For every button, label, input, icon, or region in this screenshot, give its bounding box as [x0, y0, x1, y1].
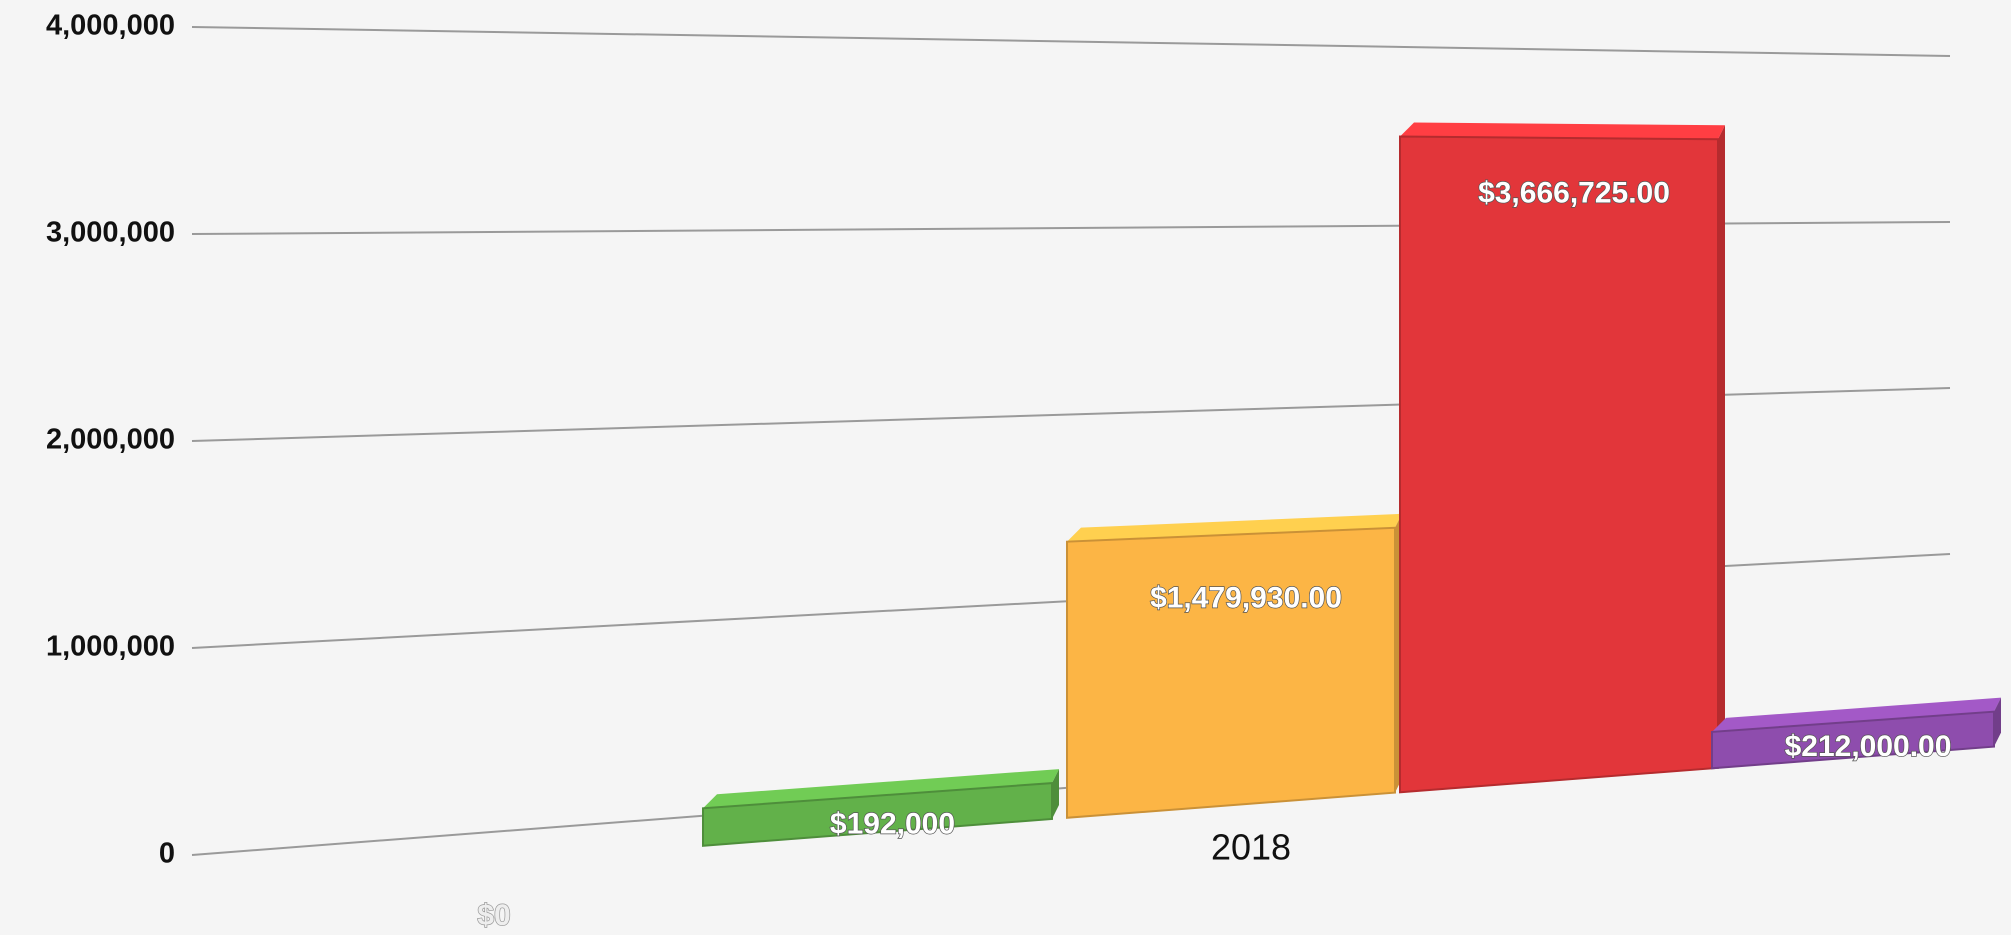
y-tick-label: 2,000,000 — [46, 424, 175, 456]
value-label: $1,479,930.00 — [1150, 582, 1342, 615]
bar-top — [1067, 513, 1402, 542]
value-label: $0 — [477, 899, 510, 932]
bar-side — [1052, 769, 1059, 819]
bar — [420, 856, 570, 868]
bar-side — [1718, 125, 1725, 768]
y-tick-label: 0 — [159, 838, 175, 870]
bar — [1399, 135, 1719, 794]
grid-line — [191, 26, 1951, 57]
value-label: $212,000.00 — [1785, 730, 1952, 763]
bar-side — [1994, 697, 2001, 747]
bar — [1066, 526, 1396, 819]
y-tick-label: 1,000,000 — [46, 631, 175, 663]
bar-top — [1400, 122, 1725, 140]
y-tick-label: 4,000,000 — [46, 10, 175, 42]
value-label: $192,000 — [830, 808, 955, 841]
bar-top — [1712, 697, 2001, 732]
x-tick-label: 2018 — [1211, 827, 1291, 868]
y-tick-label: 3,000,000 — [46, 217, 175, 249]
value-label: $3,666,725.00 — [1478, 176, 1670, 209]
bar-top — [703, 769, 1059, 809]
